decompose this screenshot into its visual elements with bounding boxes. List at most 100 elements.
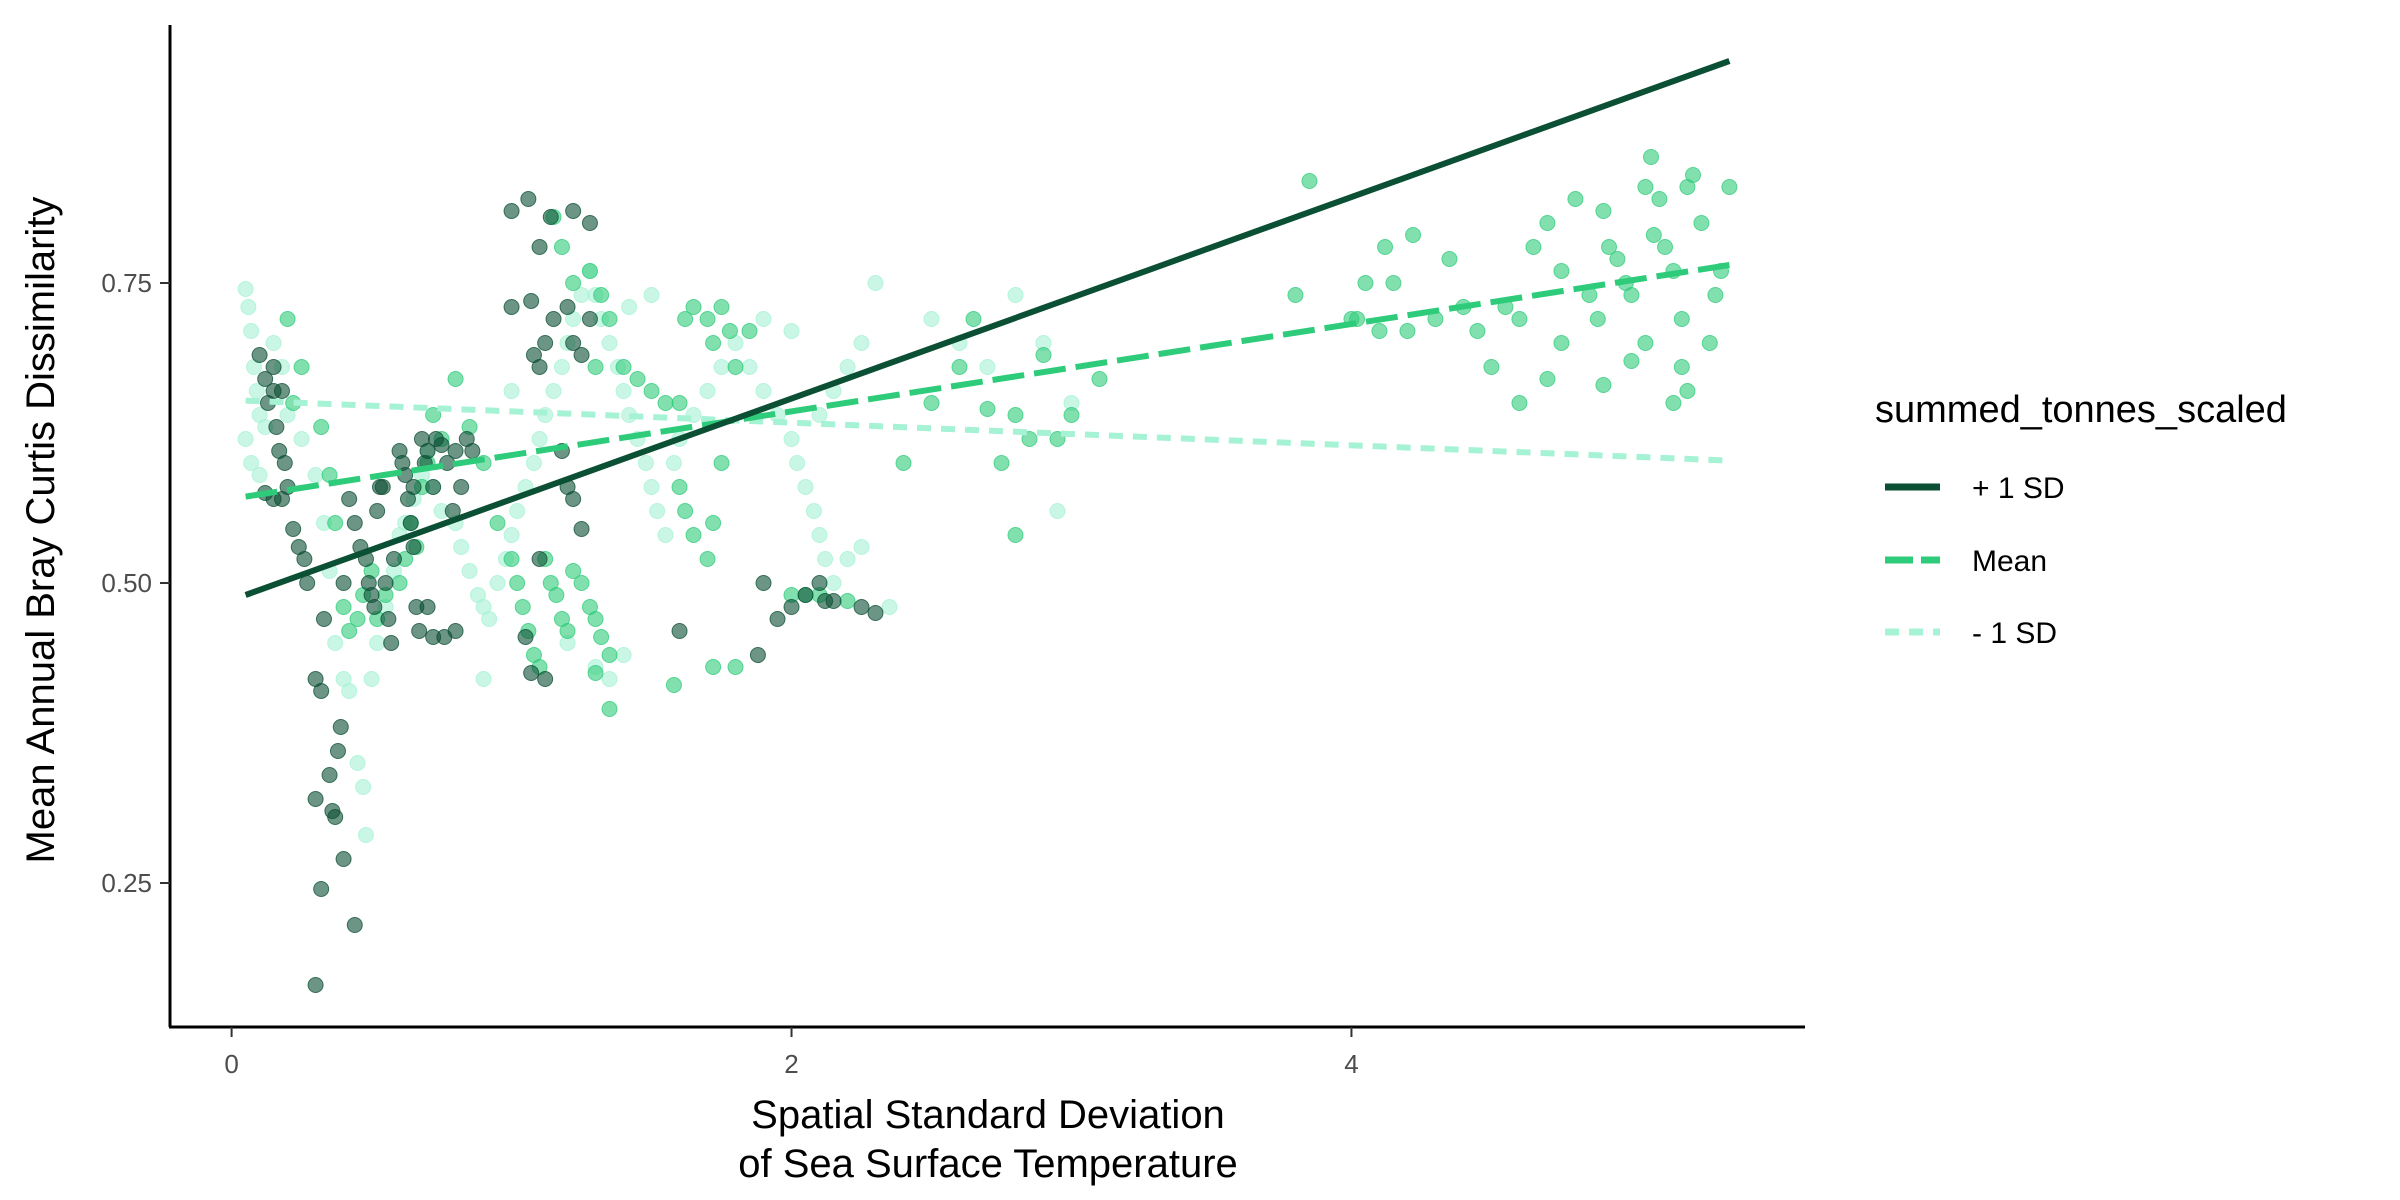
- x-axis-title-line1: Spatial Standard Deviation: [751, 1093, 1225, 1137]
- data-point-mean: [671, 395, 688, 411]
- x-axis-ticks: 0 2 4: [224, 1027, 1359, 1079]
- data-point-minus-1sd: [1007, 287, 1024, 303]
- data-point-minus-1sd: [475, 671, 492, 687]
- data-point-mean: [1637, 179, 1654, 195]
- data-point-plus-1sd: [769, 611, 786, 627]
- data-point-mean: [727, 659, 744, 675]
- data-point-mean: [1673, 311, 1690, 327]
- data-point-minus-1sd: [839, 551, 856, 567]
- data-point-mean: [677, 311, 694, 327]
- data-point-plus-1sd: [265, 359, 282, 375]
- fit-line-minus-1sd: [245, 397, 1730, 464]
- data-point-plus-1sd: [313, 881, 330, 897]
- data-point-plus-1sd: [374, 479, 391, 495]
- data-point-mean: [601, 311, 618, 327]
- data-point-minus-1sd: [783, 323, 800, 339]
- data-point-minus-1sd: [1049, 503, 1066, 519]
- data-point-minus-1sd: [811, 527, 828, 543]
- data-point-plus-1sd: [503, 299, 520, 315]
- x-tick-label: 4: [1344, 1049, 1358, 1079]
- data-point-plus-1sd: [377, 575, 394, 591]
- data-point-mean: [1567, 191, 1584, 207]
- data-point-mean: [1601, 239, 1618, 255]
- data-point-minus-1sd: [357, 827, 374, 843]
- data-point-mean: [1511, 395, 1528, 411]
- data-point-minus-1sd: [713, 359, 730, 375]
- data-point-mean: [587, 665, 604, 681]
- data-point-minus-1sd: [741, 359, 758, 375]
- data-point-mean: [565, 275, 582, 291]
- data-point-minus-1sd: [805, 503, 822, 519]
- data-point-plus-1sd: [537, 335, 554, 351]
- data-point-minus-1sd: [811, 407, 828, 423]
- data-point-plus-1sd: [296, 551, 313, 567]
- data-point-minus-1sd: [853, 539, 870, 555]
- data-point-plus-1sd: [565, 203, 582, 219]
- data-point-minus-1sd: [643, 479, 660, 495]
- data-point-plus-1sd: [464, 443, 481, 459]
- data-point-mean: [1385, 275, 1402, 291]
- data-point-plus-1sd: [531, 551, 548, 567]
- data-point-plus-1sd: [307, 977, 324, 993]
- data-point-plus-1sd: [307, 791, 324, 807]
- data-point-mean: [895, 455, 912, 471]
- data-point-mean: [1693, 215, 1710, 231]
- data-point-mean: [699, 551, 716, 567]
- data-point-mean: [1623, 353, 1640, 369]
- data-point-minus-1sd: [545, 383, 562, 399]
- data-point-minus-1sd: [601, 671, 618, 687]
- data-point-plus-1sd: [581, 311, 598, 327]
- data-point-plus-1sd: [825, 593, 842, 609]
- data-point-plus-1sd: [797, 587, 814, 603]
- legend: summed_tonnes_scaled + 1 SD Mean - 1 SD: [1875, 389, 2287, 650]
- data-point-mean: [1707, 287, 1724, 303]
- data-point-minus-1sd: [755, 383, 772, 399]
- data-point-mean: [721, 323, 738, 339]
- data-point-plus-1sd: [565, 491, 582, 507]
- data-point-mean: [727, 359, 744, 375]
- data-point-plus-1sd: [402, 515, 419, 531]
- data-point-mean: [1595, 203, 1612, 219]
- data-point-minus-1sd: [461, 563, 478, 579]
- data-point-mean: [1377, 239, 1394, 255]
- data-point-plus-1sd: [853, 599, 870, 615]
- data-point-mean: [1539, 371, 1556, 387]
- data-point-mean: [573, 575, 590, 591]
- data-point-mean: [951, 359, 968, 375]
- data-point-plus-1sd: [573, 347, 590, 363]
- data-point-mean: [1021, 431, 1038, 447]
- data-point-plus-1sd: [867, 605, 884, 621]
- data-point-mean: [685, 299, 702, 315]
- data-point-plus-1sd: [531, 239, 548, 255]
- data-point-mean: [1469, 323, 1486, 339]
- data-point-minus-1sd: [525, 455, 542, 471]
- data-point-mean: [1685, 167, 1702, 183]
- data-point-mean: [671, 479, 688, 495]
- data-point-plus-1sd: [315, 611, 332, 627]
- data-point-mean: [565, 563, 582, 579]
- data-point-mean: [1357, 275, 1374, 291]
- data-point-mean: [1539, 215, 1556, 231]
- data-point-plus-1sd: [523, 665, 540, 681]
- data-point-plus-1sd: [411, 623, 428, 639]
- data-point-mean: [965, 311, 982, 327]
- data-point-mean: [713, 455, 730, 471]
- data-point-minus-1sd: [509, 503, 526, 519]
- data-point-mean: [1645, 227, 1662, 243]
- data-point-plus-1sd: [385, 551, 402, 567]
- data-point-plus-1sd: [503, 203, 520, 219]
- data-point-mean: [503, 551, 520, 567]
- data-point-mean: [1637, 335, 1654, 351]
- data-point-mean: [313, 419, 330, 435]
- data-point-mean: [685, 527, 702, 543]
- data-point-minus-1sd: [657, 527, 674, 543]
- data-point-mean: [509, 575, 526, 591]
- data-point-minus-1sd: [240, 299, 257, 315]
- y-tick-label: 0.75: [101, 268, 152, 298]
- data-point-minus-1sd: [453, 539, 470, 555]
- data-point-minus-1sd: [369, 635, 386, 651]
- data-point-plus-1sd: [383, 635, 400, 651]
- data-point-mean: [699, 311, 716, 327]
- x-tick-label: 0: [224, 1049, 238, 1079]
